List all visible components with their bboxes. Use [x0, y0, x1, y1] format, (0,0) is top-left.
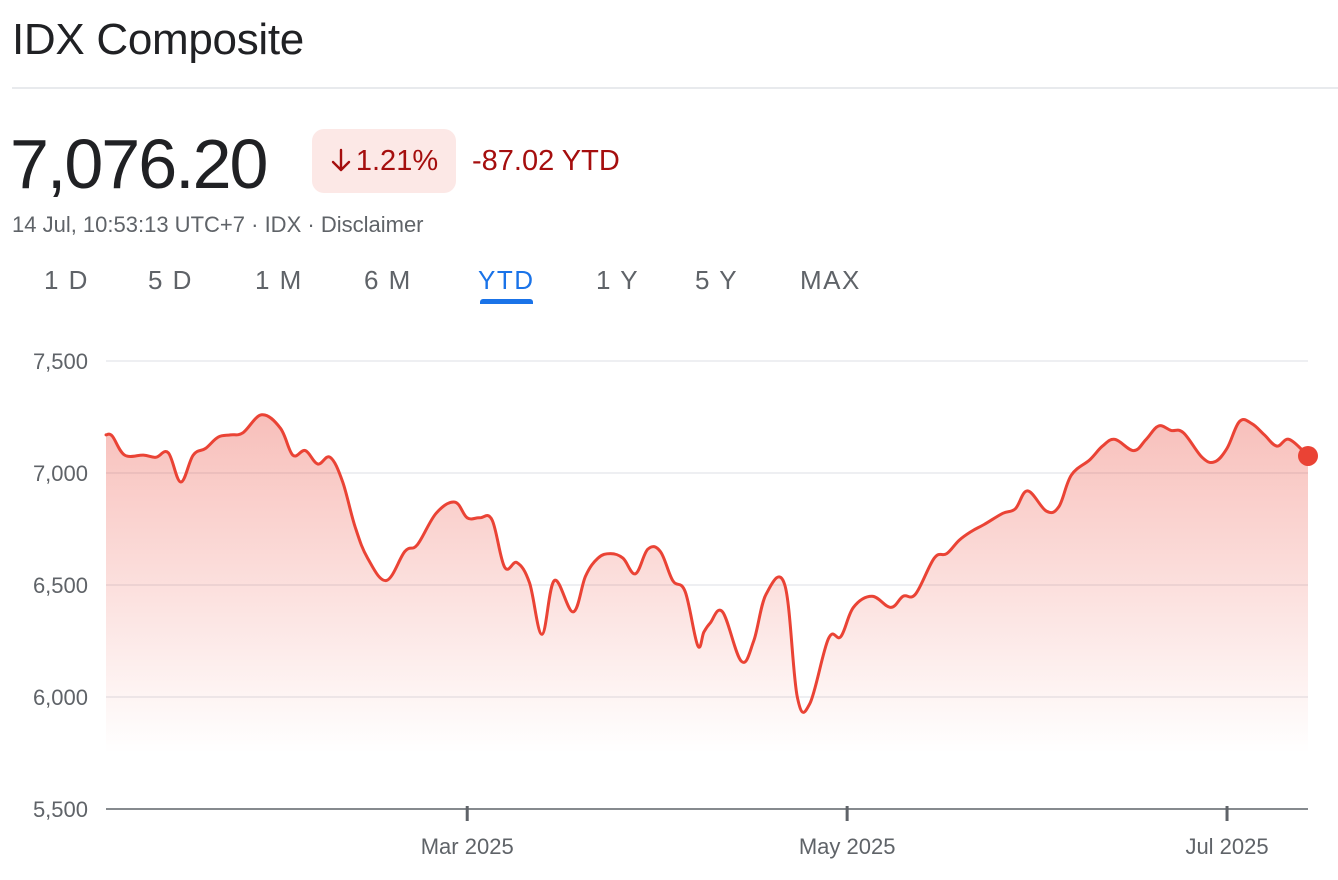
tab-ytd[interactable]: YTD [478, 258, 535, 304]
tab-max[interactable]: MAX [800, 265, 861, 295]
x-axis-labels: Mar 2025 May 2025 Jul 2025 [421, 834, 1269, 859]
x-tick-label: Jul 2025 [1185, 834, 1268, 859]
header-divider [12, 87, 1338, 89]
exchange-label: IDX [264, 212, 302, 237]
tab-5d[interactable]: 5 D [148, 265, 193, 295]
y-tick-label: 6,500 [33, 573, 88, 598]
y-tick-label: 5,500 [33, 797, 88, 822]
tab-6m[interactable]: 6 M [364, 265, 412, 295]
range-tabs: 1 D 5 D 1 M 6 M YTD 1 Y 5 Y MAX [0, 258, 1338, 308]
x-axis [106, 806, 1308, 821]
change-percent-value: 1.21% [355, 144, 439, 177]
area-fill [106, 414, 1308, 753]
disclaimer-link[interactable]: Disclaimer [320, 212, 424, 237]
change-percent-badge: 1.21% [312, 129, 456, 193]
tab-1y[interactable]: 1 Y [596, 265, 640, 295]
series-line [104, 413, 1310, 714]
tab-1d[interactable]: 1 D [44, 265, 89, 295]
quote-meta: 14 Jul, 10:53:13 UTC+7 · IDX · Disclaime… [12, 210, 424, 240]
price-chart[interactable]: 7,500 7,000 6,500 6,000 5,500 Mar 2025 May 20… [0, 320, 1338, 880]
y-tick-label: 6,000 [33, 685, 88, 710]
y-axis-labels: 7,500 7,000 6,500 6,000 5,500 [33, 349, 88, 822]
y-tick-label: 7,000 [33, 461, 88, 486]
current-price: 7,076.20 [10, 125, 268, 203]
current-point-marker [1298, 445, 1318, 466]
meta-separator: · [307, 212, 315, 237]
series-area [106, 414, 1308, 753]
tab-5y[interactable]: 5 Y [695, 265, 739, 295]
meta-separator: · [251, 212, 259, 237]
x-tick-label: Mar 2025 [421, 834, 514, 859]
page-title: IDX Composite [12, 15, 304, 64]
last-point-dot [1298, 445, 1318, 466]
ytd-change: -87.02 YTD [472, 145, 620, 177]
x-tick-label: May 2025 [799, 834, 896, 859]
arrow-down-icon [330, 148, 352, 174]
tab-1m[interactable]: 1 M [255, 265, 303, 295]
timestamp: 14 Jul, 10:53:13 UTC+7 [12, 212, 245, 237]
price-line [104, 413, 1310, 714]
y-tick-label: 7,500 [33, 349, 88, 374]
